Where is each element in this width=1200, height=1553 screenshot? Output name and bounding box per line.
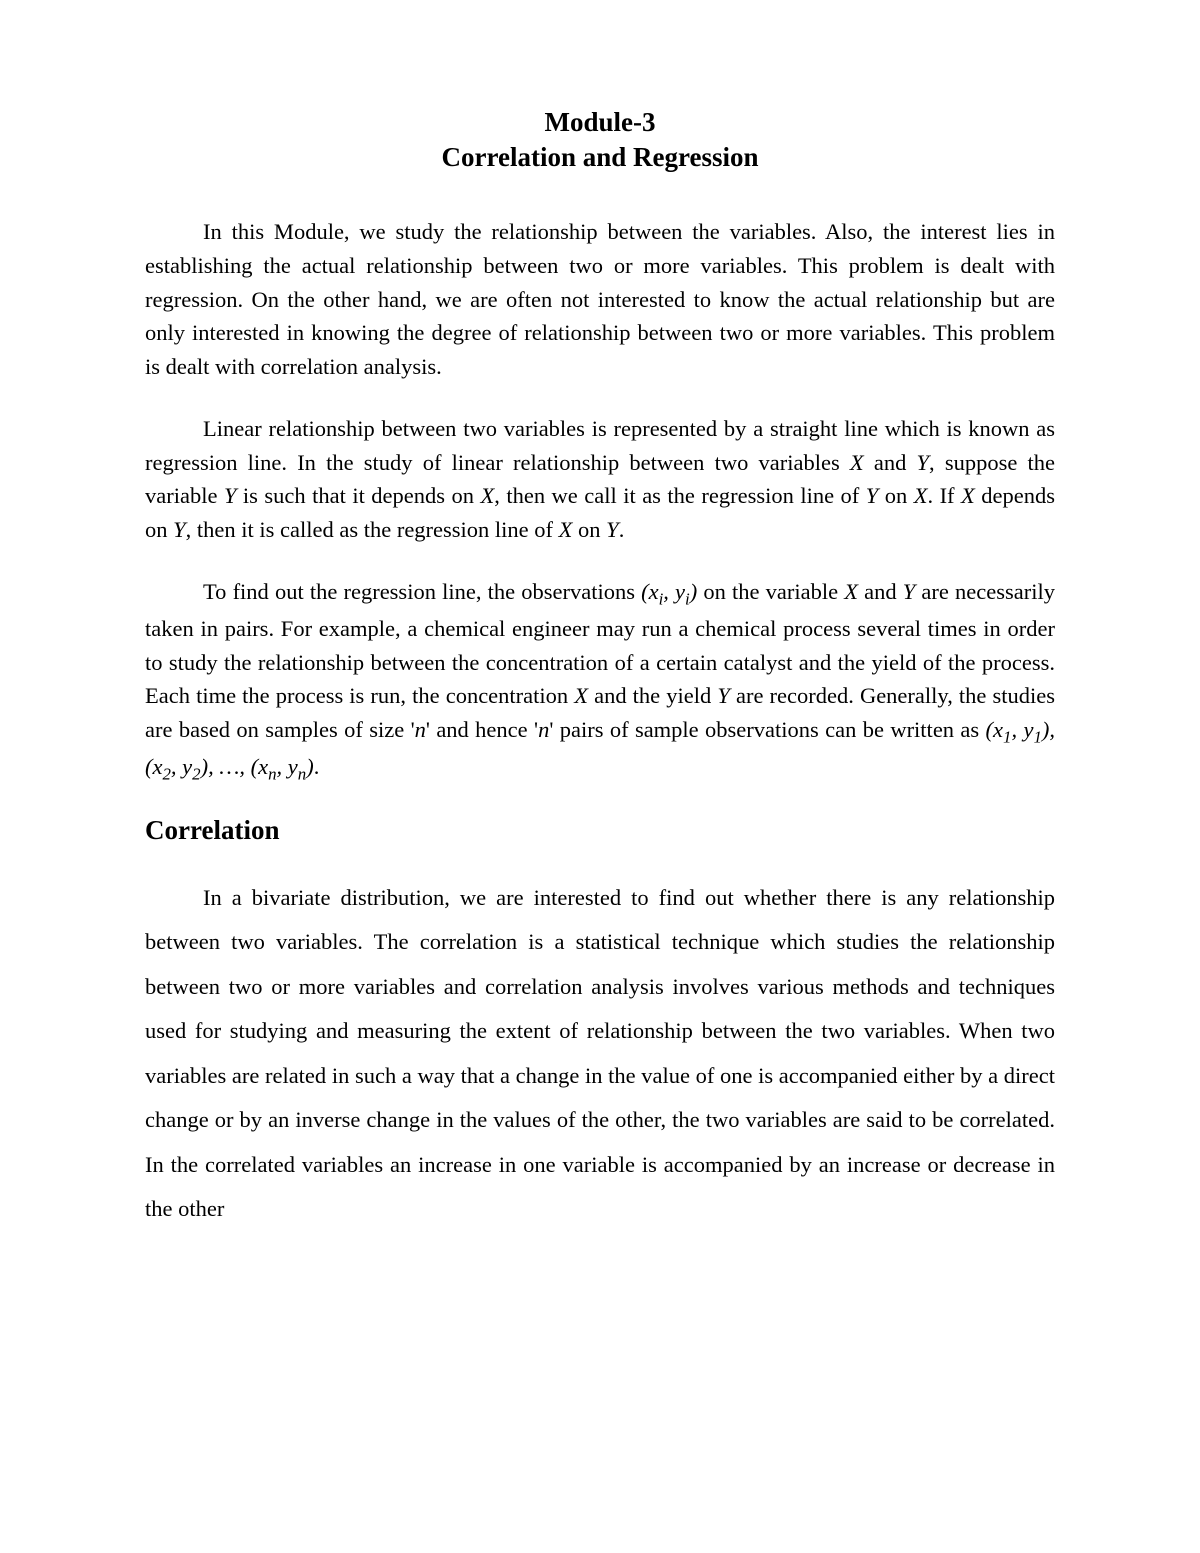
title-block: Module-3 Correlation and Regression [145, 105, 1055, 175]
variable-y: Y [917, 450, 930, 475]
variable-y: Y [224, 483, 237, 508]
intro-paragraph-2: Linear relationship between two variable… [145, 412, 1055, 547]
variable-y: Y [903, 579, 916, 604]
variable-y: Y [717, 683, 730, 708]
text-segment: and the yield [588, 683, 717, 708]
variable-y: Y [173, 517, 186, 542]
variable-x: X [481, 483, 495, 508]
variable-y: Y [606, 517, 619, 542]
variable-x: X [844, 579, 858, 604]
variable-x: X [850, 450, 864, 475]
intro-paragraph-3: To find out the regression line, the obs… [145, 575, 1055, 787]
text-segment: . [619, 517, 625, 542]
variable-x: X [574, 683, 588, 708]
text-segment: , then it is called as the regression li… [186, 517, 559, 542]
section-heading-correlation: Correlation [145, 815, 1055, 846]
variable-y: Y [866, 483, 879, 508]
text-segment: and [858, 579, 903, 604]
module-title: Correlation and Regression [145, 140, 1055, 175]
variable-n: n [538, 717, 549, 742]
text-segment: ' pairs of sample observations can be wr… [549, 717, 985, 742]
variable-x: X [559, 517, 573, 542]
text-segment: is such that it depends on [236, 483, 480, 508]
text-segment: ' and hence ' [426, 717, 538, 742]
intro-paragraph-1: In this Module, we study the relationshi… [145, 215, 1055, 384]
variable-x: X [914, 483, 928, 508]
correlation-paragraph: In a bivariate distribution, we are inte… [145, 876, 1055, 1232]
text-segment: and [864, 450, 917, 475]
text-segment: on [572, 517, 606, 542]
text-segment: . If [927, 483, 961, 508]
text-segment: on the variable [697, 579, 844, 604]
text-segment: . [314, 754, 320, 779]
math-expression: (xi, yi) [641, 579, 697, 604]
text-segment: on [878, 483, 913, 508]
text-segment: To find out the regression line, the obs… [203, 579, 641, 604]
variable-n: n [415, 717, 426, 742]
variable-x: X [961, 483, 975, 508]
text-segment: , then we call it as the regression line… [494, 483, 866, 508]
module-number: Module-3 [145, 105, 1055, 140]
